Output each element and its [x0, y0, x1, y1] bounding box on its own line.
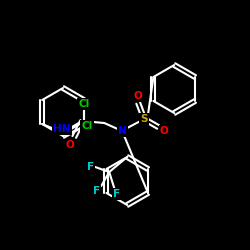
Text: F: F: [93, 186, 100, 196]
Text: Cl: Cl: [82, 121, 92, 131]
Text: F: F: [87, 162, 94, 172]
Text: O: O: [66, 140, 74, 150]
Text: N: N: [118, 126, 126, 136]
Text: Cl: Cl: [78, 99, 90, 109]
Text: S: S: [140, 114, 148, 124]
Text: O: O: [160, 126, 168, 136]
Text: HN: HN: [54, 124, 71, 134]
Text: F: F: [113, 189, 120, 199]
Text: O: O: [134, 91, 142, 101]
